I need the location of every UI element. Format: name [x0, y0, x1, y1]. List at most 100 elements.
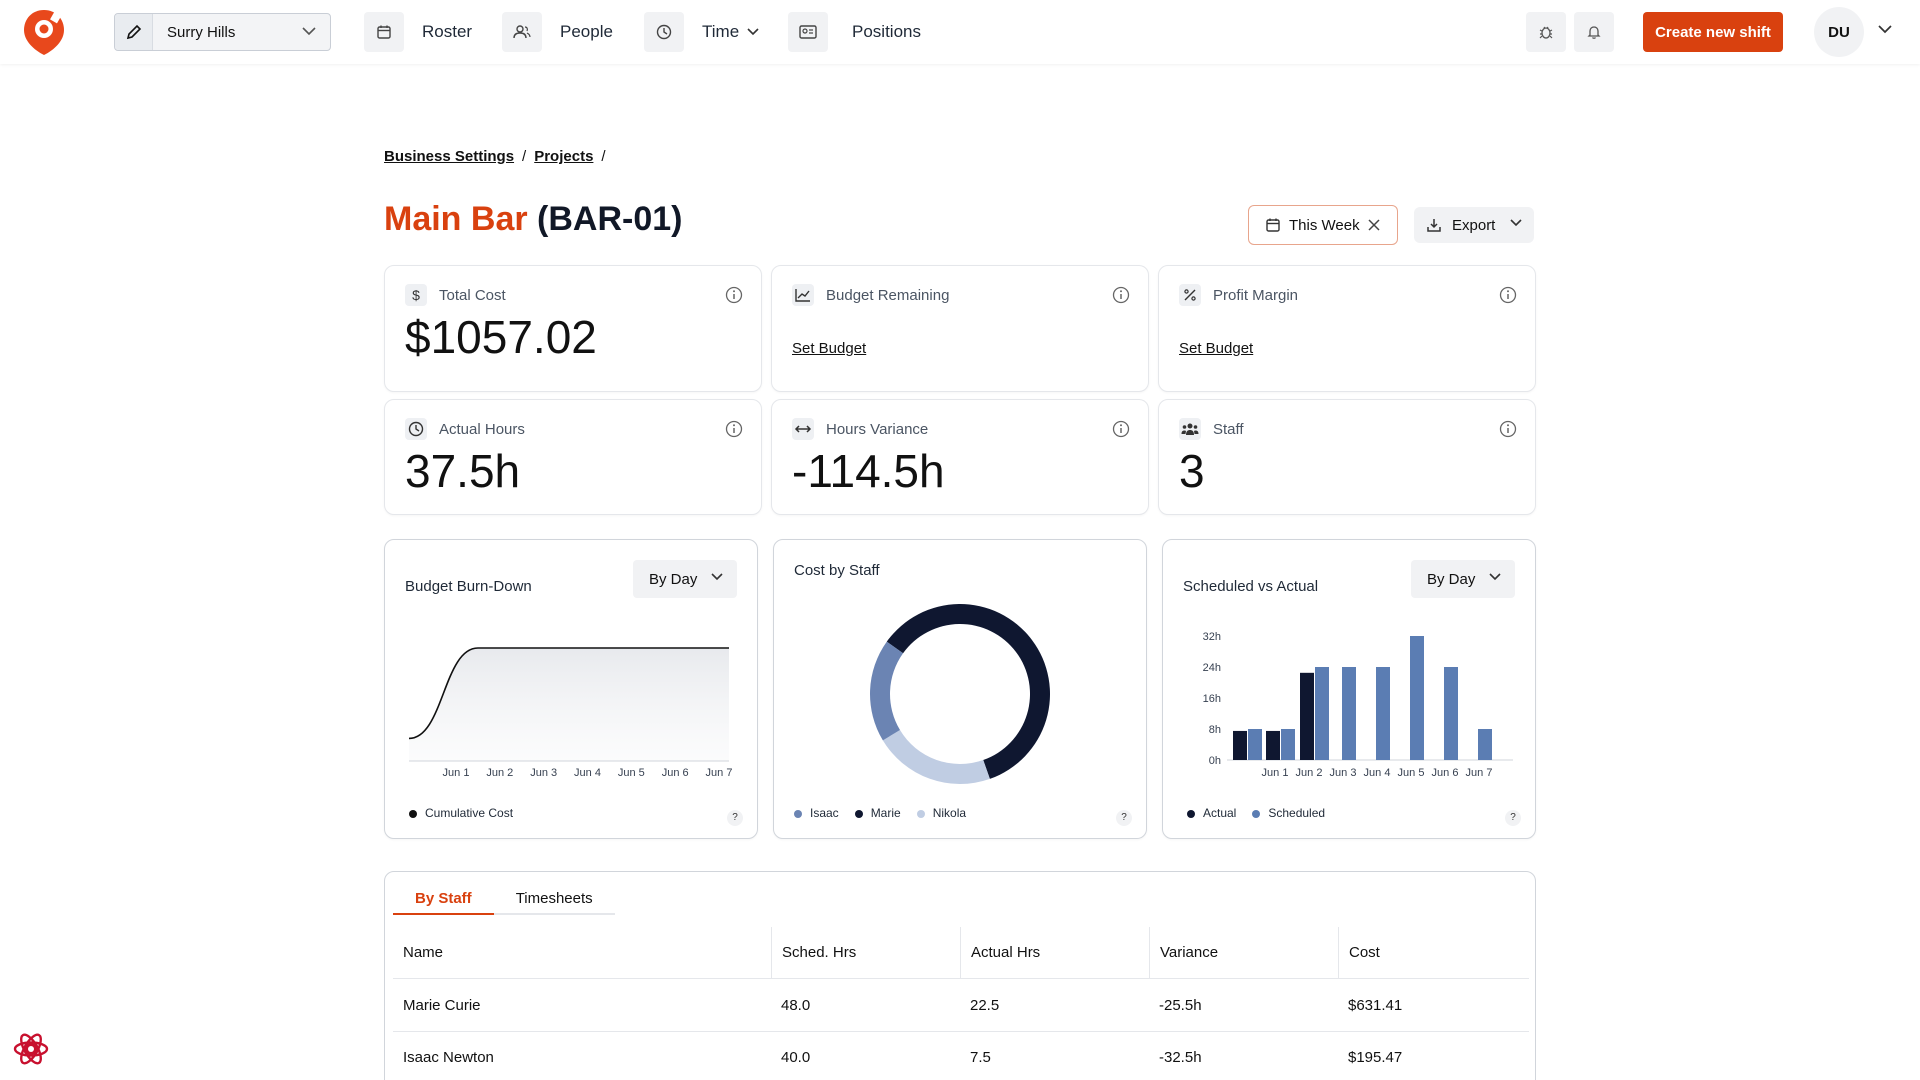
y-tick-label: 0h: [1209, 755, 1221, 767]
user-avatar[interactable]: DU: [1814, 7, 1864, 57]
bug-report-button[interactable]: [1526, 12, 1566, 52]
table-tabs: By Staff Timesheets: [393, 890, 615, 915]
cell-cost: $195.47: [1348, 1049, 1403, 1066]
table-row[interactable]: Marie Curie 48.0 22.5 -25.5h $631.41: [393, 980, 1529, 1032]
react-devtools-icon[interactable]: [10, 1028, 52, 1070]
legend-item: Cumulative Cost: [409, 806, 513, 820]
close-icon[interactable]: [1367, 218, 1381, 232]
chart-legend: Cumulative Cost: [409, 806, 513, 820]
export-button[interactable]: Export: [1414, 207, 1534, 243]
stat-label: Profit Margin: [1213, 286, 1299, 304]
bar-actual[interactable]: [1266, 730, 1280, 760]
bar-scheduled[interactable]: [1444, 667, 1458, 760]
legend-item-scheduled[interactable]: Scheduled: [1252, 806, 1325, 820]
column-header-sched-hrs[interactable]: Sched. Hrs: [771, 927, 960, 979]
burndown-line: [408, 647, 729, 740]
legend-item-nikola[interactable]: Nikola: [916, 806, 966, 820]
bar-scheduled[interactable]: [1478, 729, 1492, 760]
cell-sched-hrs: 48.0: [781, 997, 811, 1014]
notifications-button[interactable]: [1574, 12, 1614, 52]
chart-legend: Actual Scheduled: [1187, 806, 1325, 820]
info-icon[interactable]: [725, 286, 743, 304]
stat-label: Actual Hours: [439, 420, 525, 438]
stat-card-actual-hours: Actual Hours 37.5h: [384, 399, 762, 515]
page-title: Main Bar (BAR-01): [384, 200, 683, 239]
nav-positions[interactable]: Positions: [788, 12, 921, 52]
donut-slice-isaac[interactable]: [870, 641, 904, 741]
group-by-select[interactable]: By Day: [1411, 560, 1515, 598]
help-icon[interactable]: ?: [1505, 810, 1521, 826]
bar-scheduled[interactable]: [1342, 667, 1356, 760]
nav-roster[interactable]: Roster: [364, 12, 472, 52]
people-icon: [502, 12, 542, 52]
app-logo[interactable]: [22, 8, 66, 56]
chart-title: Scheduled vs Actual: [1183, 578, 1319, 595]
table-row[interactable]: Isaac Newton 40.0 7.5 -32.5h $195.47: [393, 1032, 1529, 1080]
table-header: Name Sched. Hrs Actual Hrs Variance Cost: [393, 927, 1529, 979]
bar-scheduled[interactable]: [1281, 729, 1295, 760]
nav-roster-label: Roster: [422, 22, 473, 41]
date-range-filter[interactable]: This Week: [1248, 205, 1398, 245]
stat-label: Staff: [1213, 420, 1244, 438]
percent-icon: [1179, 284, 1201, 306]
help-icon[interactable]: ?: [727, 810, 743, 826]
svg-text:$: $: [412, 287, 420, 303]
legend-item-marie[interactable]: Marie: [854, 806, 901, 820]
group-by-label: By Day: [649, 570, 698, 588]
group-by-select[interactable]: By Day: [633, 560, 737, 598]
bar-scheduled[interactable]: [1376, 667, 1390, 760]
export-label: Export: [1452, 216, 1496, 234]
dollar-icon: $: [405, 284, 427, 306]
tab-by-staff[interactable]: By Staff: [393, 890, 494, 915]
legend-item-isaac[interactable]: Isaac: [794, 806, 839, 820]
info-icon[interactable]: [1112, 286, 1130, 304]
line-chart-icon: [792, 284, 814, 306]
location-select[interactable]: Surry Hills: [114, 13, 331, 51]
scheduled-vs-actual-chart: 0h 8h 16h 24h 32h Jun 1 Jun 2 Jun 3 Jun 4 Jun 5 Ju…: [1203, 631, 1513, 779]
nav-time[interactable]: Time: [644, 12, 759, 52]
bar-actual[interactable]: [1233, 730, 1247, 760]
stat-card-total-cost: $ Total Cost $1057.02: [384, 265, 762, 392]
column-header-variance[interactable]: Variance: [1149, 927, 1338, 979]
stat-label: Hours Variance: [826, 420, 929, 438]
bar-scheduled[interactable]: [1315, 667, 1329, 760]
column-header-cost[interactable]: Cost: [1338, 927, 1528, 979]
donut-slice-nikola[interactable]: [882, 730, 990, 784]
set-budget-link[interactable]: Set Budget: [1179, 340, 1254, 357]
info-icon[interactable]: [1112, 420, 1130, 438]
chevron-down-icon[interactable]: [1878, 25, 1892, 34]
bar-actual[interactable]: [1300, 672, 1314, 760]
stat-card-profit-margin: Profit Margin Set Budget: [1158, 265, 1536, 392]
project-code: (BAR-01): [537, 200, 683, 238]
column-header-actual-hrs[interactable]: Actual Hrs: [960, 927, 1149, 979]
x-tick-label: Jun 2: [1296, 767, 1323, 779]
tab-timesheets[interactable]: Timesheets: [493, 890, 615, 915]
x-tick-label: Jun 5: [618, 767, 645, 779]
stat-card-hours-variance: Hours Variance -114.5h: [771, 399, 1149, 515]
stat-card-staff: Staff 3: [1158, 399, 1536, 515]
stat-value: 3: [1179, 445, 1205, 497]
info-icon[interactable]: [725, 420, 743, 438]
help-icon[interactable]: ?: [1116, 810, 1132, 826]
set-budget-link[interactable]: Set Budget: [792, 340, 867, 357]
project-name: Main Bar: [384, 200, 528, 238]
bar-scheduled[interactable]: [1410, 636, 1424, 760]
stat-value: $1057.02: [405, 311, 597, 363]
clock-icon: [644, 12, 684, 52]
pencil-icon[interactable]: [115, 14, 153, 50]
info-icon[interactable]: [1499, 420, 1517, 438]
breadcrumb-projects[interactable]: Projects: [534, 148, 594, 165]
nav-people[interactable]: People: [502, 12, 613, 52]
clock-icon: [405, 418, 427, 440]
x-tick-label: Jun 5: [1398, 767, 1425, 779]
column-header-name[interactable]: Name: [403, 944, 444, 961]
top-navigation-bar: Surry Hills Roster People Time Positions…: [0, 0, 1920, 64]
group-by-label: By Day: [1427, 570, 1476, 588]
breadcrumb-business-settings[interactable]: Business Settings: [384, 148, 515, 165]
breadcrumb-separator: /: [522, 148, 527, 165]
legend-item-actual[interactable]: Actual: [1187, 806, 1236, 820]
bar-scheduled[interactable]: [1248, 729, 1262, 760]
info-icon[interactable]: [1499, 286, 1517, 304]
create-new-shift-button[interactable]: Create new shift: [1643, 12, 1783, 52]
